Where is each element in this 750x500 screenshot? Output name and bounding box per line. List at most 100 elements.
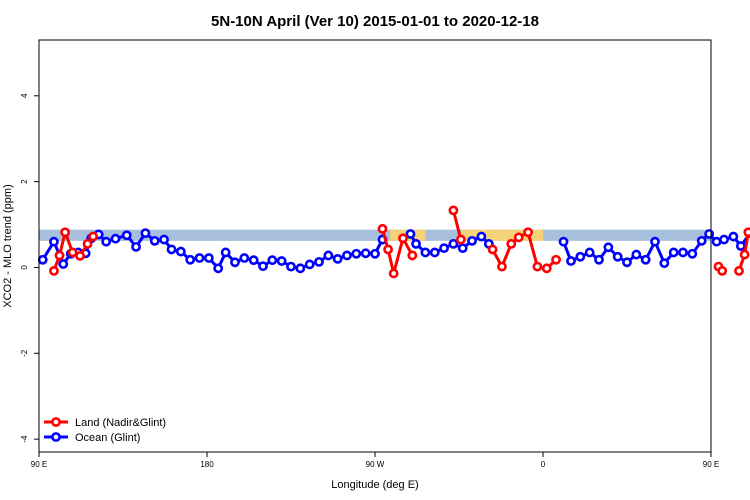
ocean-point xyxy=(650,236,660,247)
x-tick-label: 90 W xyxy=(366,460,385,469)
ocean-point xyxy=(314,256,324,267)
ocean-point xyxy=(411,238,421,249)
ocean-point xyxy=(612,251,623,262)
ocean-point xyxy=(58,259,69,269)
land-point xyxy=(541,263,552,274)
ocean-point xyxy=(622,257,632,268)
ocean-point xyxy=(439,243,449,254)
land-point xyxy=(734,265,744,276)
ocean-point xyxy=(213,263,224,274)
ocean-point xyxy=(276,256,287,266)
y-tick-label: 0 xyxy=(20,265,29,270)
ocean-point xyxy=(735,241,746,251)
ocean-point xyxy=(405,229,416,239)
x-axis-label: Longitude (deg E) xyxy=(331,479,418,491)
ocean-point xyxy=(332,253,343,264)
ocean-point xyxy=(323,250,334,261)
ocean-point xyxy=(370,248,380,259)
ocean-point xyxy=(711,236,722,247)
chart-title: 5N-10N April (Ver 10) 2015-01-01 to 2020… xyxy=(211,13,539,30)
ocean-point xyxy=(420,247,431,258)
land-point xyxy=(487,244,498,255)
ocean-point xyxy=(719,234,729,245)
ocean-point xyxy=(248,255,259,266)
ocean-point xyxy=(696,235,707,246)
ocean-point xyxy=(159,234,169,245)
land-point xyxy=(506,238,517,249)
legend-entry: Land (Nadir&Glint) xyxy=(75,417,166,429)
legend-marker xyxy=(51,432,61,442)
land-point xyxy=(513,232,524,243)
ocean-point xyxy=(121,230,132,241)
ocean-point xyxy=(175,246,186,257)
ocean-point xyxy=(448,238,459,249)
ocean-point xyxy=(603,242,614,253)
ocean-point xyxy=(659,258,670,269)
ocean-point xyxy=(239,253,250,263)
ocean-point xyxy=(457,243,468,254)
ocean-point xyxy=(566,256,576,266)
ocean-point xyxy=(140,228,151,239)
ocean-point xyxy=(558,236,569,247)
y-tick-label: -2 xyxy=(20,349,29,357)
land-point xyxy=(388,268,399,279)
ocean-point xyxy=(467,235,477,246)
land-point xyxy=(383,244,393,255)
x-tick-label: 180 xyxy=(200,460,214,469)
land-point xyxy=(398,233,408,244)
ocean-point xyxy=(351,248,362,259)
ocean-point xyxy=(728,231,739,242)
land-point xyxy=(82,238,93,249)
ocean-point xyxy=(267,255,278,266)
ocean-reference-band xyxy=(39,229,711,241)
ocean-point xyxy=(258,261,268,272)
ocean-point xyxy=(476,231,487,242)
ocean-point xyxy=(429,247,440,258)
land-point xyxy=(88,231,99,242)
land-point xyxy=(67,247,78,258)
legend-entry: Ocean (Glint) xyxy=(75,432,140,444)
land-point xyxy=(523,227,533,238)
ocean-line xyxy=(409,233,490,254)
land-point xyxy=(60,227,71,238)
y-axis: -4 -2 0 2 4 xyxy=(20,93,39,443)
y-axis-label: XCO2 - MLO trend (ppm) xyxy=(2,184,14,307)
land-point xyxy=(739,249,750,260)
series-layer xyxy=(37,205,750,279)
land-point xyxy=(75,250,85,261)
ocean-point xyxy=(704,229,715,239)
ocean-point xyxy=(687,248,698,259)
ocean-point xyxy=(640,254,651,265)
land-reference-band xyxy=(460,229,543,241)
ocean-point xyxy=(149,235,160,246)
ocean-point xyxy=(49,236,59,247)
ocean-point xyxy=(304,259,315,270)
land-point xyxy=(717,265,728,276)
ocean-point xyxy=(220,247,231,258)
land-point xyxy=(377,223,388,234)
ocean-point xyxy=(185,254,196,265)
x-tick-label: 0 xyxy=(541,460,546,469)
ocean-point xyxy=(194,253,205,263)
x-axis: 90 E 180 90 W 0 90 E xyxy=(31,452,719,469)
land-line xyxy=(451,210,463,240)
ocean-point xyxy=(584,247,595,258)
land-point xyxy=(532,261,543,272)
ocean-point xyxy=(230,257,240,268)
ocean-point xyxy=(631,249,642,260)
series-land xyxy=(49,205,750,279)
ocean-point xyxy=(342,250,352,261)
ocean-point xyxy=(101,236,112,247)
ocean-point xyxy=(286,261,296,272)
ocean-point xyxy=(166,244,177,255)
ocean-point xyxy=(295,263,306,274)
x-tick-label: 90 E xyxy=(31,460,47,469)
ocean-point xyxy=(131,241,141,252)
ocean-point xyxy=(575,251,586,262)
land-point xyxy=(54,250,65,261)
ocean-point xyxy=(203,253,214,263)
land-point xyxy=(448,205,459,216)
ocean-point xyxy=(594,254,604,265)
legend-marker xyxy=(51,417,61,427)
